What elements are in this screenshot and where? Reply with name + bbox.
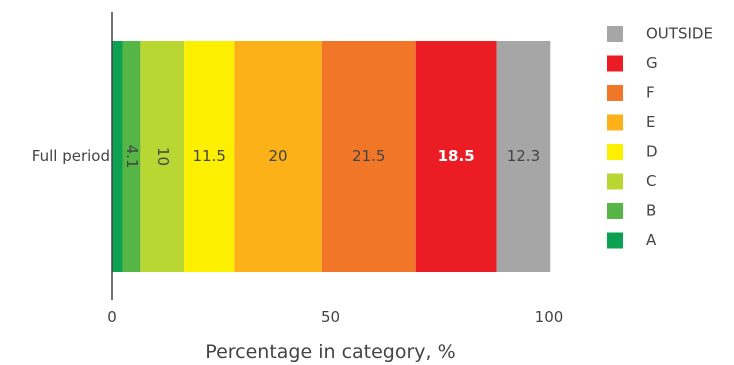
legend-item-a[interactable]: A — [607, 231, 657, 249]
legend-swatch — [607, 55, 623, 72]
bar-label-outside: 12.3 — [507, 147, 540, 165]
legend-swatch — [607, 114, 623, 131]
legend-label: F — [646, 84, 655, 102]
bar-label-d: 11.5 — [193, 147, 226, 165]
bar-label-c: 10 — [154, 147, 172, 166]
x-tick-label: 100 — [535, 308, 564, 326]
legend-label: E — [646, 113, 655, 131]
legend-label: A — [646, 231, 657, 249]
x-tick-group: 0 50 100 — [107, 308, 563, 326]
legend-label: C — [646, 172, 656, 190]
legend-swatch — [607, 203, 623, 219]
legend-label: OUTSIDE — [646, 25, 713, 43]
bar-segment-d[interactable] — [184, 41, 235, 272]
legend-label: D — [646, 143, 658, 161]
bar-segment-g[interactable] — [415, 41, 497, 272]
bar-label-e: 20 — [269, 147, 288, 165]
legend-item-e[interactable]: E — [607, 113, 655, 131]
legend-swatch — [607, 173, 623, 190]
legend-item-g[interactable]: G — [607, 54, 658, 72]
legend-item-b[interactable]: B — [607, 202, 656, 220]
bar-segment-c[interactable] — [140, 41, 185, 272]
legend-label: B — [646, 202, 656, 220]
bar-label-group: 4.1 10 11.5 20 21.5 18.5 12.3 — [123, 145, 540, 169]
legend-swatch — [607, 144, 623, 160]
legend-item-d[interactable]: D — [607, 143, 658, 161]
bar-label-f: 21.5 — [352, 147, 385, 165]
legend-item-f[interactable]: F — [607, 84, 655, 102]
bar-segment-b[interactable] — [122, 41, 141, 272]
bar-segment-outside[interactable] — [496, 41, 551, 272]
bar-label-g: 18.5 — [438, 147, 475, 165]
bar-group — [112, 41, 551, 272]
bar-label-b: 4.1 — [123, 145, 141, 169]
legend-swatch — [607, 85, 623, 101]
x-axis-title: Percentage in category, % — [205, 341, 455, 363]
bar-segment-a[interactable] — [112, 41, 123, 272]
legend-item-outside[interactable]: OUTSIDE — [607, 25, 713, 43]
category-label: Full period — [32, 147, 110, 165]
bar-segment-e[interactable] — [234, 41, 322, 272]
legend-swatch — [607, 26, 623, 42]
legend-item-c[interactable]: C — [607, 172, 656, 190]
x-tick-label: 0 — [107, 308, 117, 326]
x-tick-label: 50 — [321, 308, 340, 326]
legend-label: G — [646, 54, 658, 72]
legend-swatch — [607, 232, 623, 249]
bar-segment-f[interactable] — [321, 41, 416, 272]
